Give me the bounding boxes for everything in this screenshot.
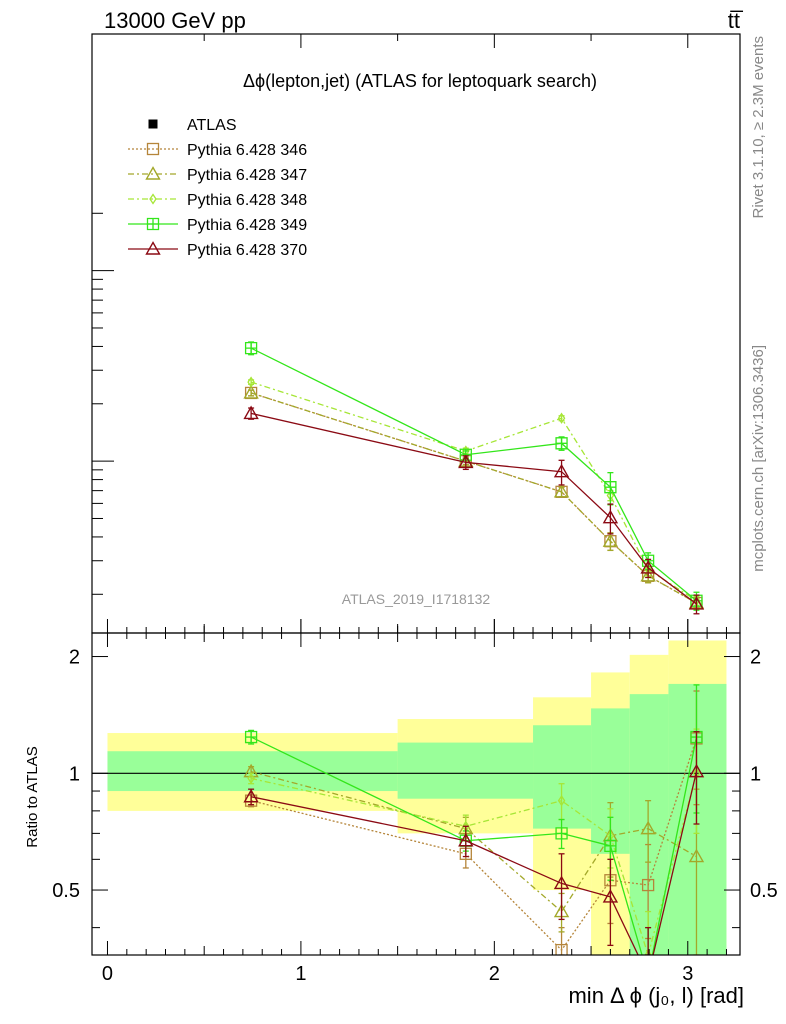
- ratio-series-line-p348: [250, 773, 698, 955]
- ratio-y-tick-label: 2: [69, 647, 80, 669]
- legend-marker-p347: [145, 166, 161, 180]
- ratio-point-p346: [641, 878, 655, 892]
- ratio-point-p370: [458, 832, 474, 847]
- x-tick-label: 2: [489, 963, 500, 985]
- ratio-point-p370: [642, 970, 655, 982]
- ratio-series-line-p349: [250, 736, 698, 955]
- main-point-p348: [247, 376, 255, 388]
- ratio-y-tick-label: 0.5: [750, 880, 778, 902]
- legend-marker-p349: [146, 217, 160, 231]
- ratio-point-p370: [553, 875, 570, 890]
- legend-label-p349: Pythia 6.428 349: [187, 217, 307, 234]
- main-point-p347: [553, 483, 570, 498]
- main-title: Δϕ(lepton,jet) (ATLAS for leptoquark sea…: [243, 71, 597, 91]
- main-point-p347: [640, 567, 656, 582]
- legend-marker-p346: [146, 142, 160, 156]
- x-tick-label: 0: [102, 963, 113, 985]
- legend-label-p348: Pythia 6.428 348: [187, 192, 307, 209]
- x-tick-label: 3: [682, 963, 693, 985]
- ratio-band-inner: [107, 751, 398, 792]
- header-right-label: tt̅: [728, 8, 744, 33]
- x-tick-label: 1: [295, 963, 306, 985]
- main-point-p370: [553, 463, 570, 478]
- ratio-plot-area: 0.5 0.5 1 1 2 2 0 1 2 3: [52, 632, 778, 985]
- watermark-label: ATLAS_2019_I1718132: [342, 591, 491, 607]
- x-axis-label: min Δ ϕ (j₀, l) [rad]: [568, 983, 744, 1008]
- ratio-series-line-p346: [250, 738, 698, 952]
- legend-marker-p370: [145, 241, 161, 255]
- ratio-point-p370: [243, 788, 259, 803]
- ratio-series-line-p347: [250, 770, 697, 913]
- ratio-y-tick-label: 1: [69, 763, 80, 785]
- ratio-point-p370: [602, 888, 619, 903]
- header-left-label: 13000 GeV pp: [104, 8, 246, 33]
- legend: ATLAS Pythia 6.428 346 Pythia 6.428 347 Pyt…: [128, 117, 307, 259]
- ratio-point-p349: [643, 971, 654, 982]
- ratio-point-p370: [688, 763, 705, 778]
- ratio-y-tick-label: 0.5: [52, 880, 80, 902]
- ratio-point-p347: [640, 820, 656, 835]
- main-point-p348: [557, 412, 566, 424]
- url-side-label: mcplots.cern.ch [arXiv:1306.3436]: [750, 345, 767, 572]
- main-point-p347: [243, 385, 259, 399]
- legend-label-p347: Pythia 6.428 347: [187, 167, 307, 184]
- ratio-band-inner: [668, 683, 727, 955]
- main-point-p370: [458, 454, 474, 469]
- ratio-point-p348: [557, 794, 566, 807]
- legend-marker-atlas: [148, 119, 158, 129]
- ratio-frame: [91, 632, 741, 956]
- ratio-point-p349: [555, 827, 568, 840]
- ratio-point-p348: [644, 949, 652, 955]
- ratio-series-line-p370: [250, 771, 698, 955]
- main-series-line-p348: [250, 381, 697, 602]
- main-plot-area: [91, 33, 741, 634]
- main-point-p349: [555, 437, 568, 450]
- ratio-y-tick-label: 1: [750, 763, 761, 785]
- rivet-side-label: Rivet 3.1.10, ≥ 2.3M events: [750, 36, 767, 219]
- ratio-point-p347: [688, 848, 705, 863]
- ratio-point-p349: [604, 839, 617, 852]
- ratio-band-inner: [397, 742, 534, 799]
- ratio-point-p348: [247, 772, 255, 785]
- main-point-p347: [602, 533, 619, 547]
- main-series-line-p346: [250, 392, 697, 604]
- main-point-p370: [243, 405, 259, 420]
- main-point-p370: [602, 509, 619, 524]
- ratio-point-p349: [244, 730, 258, 744]
- main-series-line-p370: [250, 412, 697, 605]
- ratio-point-p346: [555, 943, 568, 955]
- legend-label-p346: Pythia 6.428 346: [187, 142, 307, 159]
- legend-label-p370: Pythia 6.428 370: [187, 242, 307, 259]
- main-point-p349: [604, 481, 617, 494]
- ratio-y-tick-label: 2: [750, 647, 761, 669]
- main-series-line-p347: [250, 392, 697, 604]
- legend-label-atlas: ATLAS: [187, 117, 237, 134]
- main-series-line-p349: [250, 347, 697, 602]
- ratio-y-axis-label: Ratio to ATLAS: [24, 746, 41, 847]
- legend-marker-p348: [149, 193, 157, 205]
- main-point-p370: [688, 596, 705, 610]
- main-point-p349: [244, 341, 258, 355]
- main-point-p370: [640, 560, 656, 574]
